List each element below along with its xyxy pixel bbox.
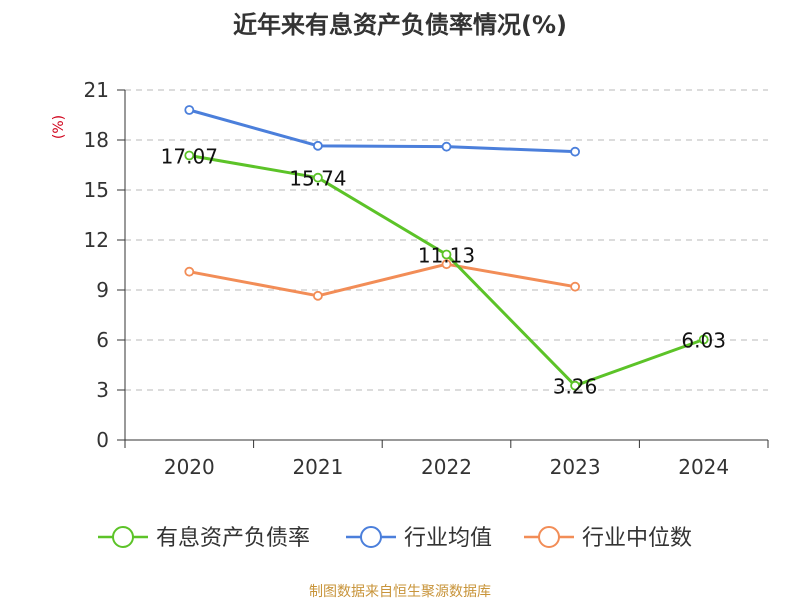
- series-line-2: [189, 262, 576, 298]
- data-point[interactable]: [441, 141, 452, 152]
- data-point[interactable]: [441, 259, 452, 270]
- y-tick-label: 12: [84, 228, 109, 252]
- y-tick-label: 9: [96, 278, 109, 302]
- x-tick-label: 2023: [550, 455, 601, 479]
- source-note: 制图数据来自恒生聚源数据库: [309, 584, 491, 600]
- legend-item-1[interactable]: 行业均值: [346, 526, 492, 551]
- legend-marker: [112, 526, 134, 548]
- series-group: [184, 105, 709, 391]
- data-point[interactable]: [698, 334, 709, 345]
- y-tick-label: 3: [96, 378, 109, 402]
- x-tick-label: 2024: [678, 455, 729, 479]
- data-label: 11.13: [418, 244, 475, 268]
- legend-item-0[interactable]: 有息资产负债率: [98, 526, 310, 551]
- data-point[interactable]: [312, 290, 323, 301]
- data-label: 15.74: [289, 167, 346, 191]
- y-tick-label: 21: [84, 78, 109, 102]
- data-point[interactable]: [312, 140, 323, 151]
- data-point[interactable]: [184, 266, 195, 277]
- chart-title: 近年来有息资产负债率情况(%): [233, 11, 567, 39]
- legend[interactable]: 有息资产负债率 行业均值 行业中位数: [98, 526, 692, 551]
- series-line-1: [188, 108, 576, 154]
- data-point[interactable]: [570, 281, 580, 292]
- data-label: 6.03: [681, 329, 726, 353]
- legend-label: 行业均值: [404, 526, 492, 551]
- legend-item-2[interactable]: 行业中位数: [524, 526, 692, 551]
- data-point[interactable]: [312, 172, 323, 183]
- legend-label: 行业中位数: [582, 526, 692, 551]
- x-tick-label: 2021: [292, 455, 343, 479]
- y-axis-unit-label: (%): [51, 115, 67, 139]
- grid-lines: [125, 89, 768, 391]
- y-tick-label: 18: [84, 128, 109, 152]
- legend-marker: [538, 526, 560, 548]
- data-labels: 17.07 15.74 11.13 3.26 6.03: [161, 145, 726, 399]
- data-point[interactable]: [184, 105, 195, 115]
- data-point[interactable]: [441, 249, 452, 260]
- legend-label: 有息资产负债率: [156, 526, 310, 551]
- legend-marker: [360, 526, 382, 548]
- data-label: 3.26: [553, 375, 598, 399]
- data-point[interactable]: [184, 150, 195, 161]
- y-tick-label: 6: [96, 328, 109, 352]
- data-point[interactable]: [570, 146, 580, 157]
- x-tick-label: 2022: [421, 455, 472, 479]
- y-tick-label: 15: [84, 178, 109, 202]
- data-label: 17.07: [161, 145, 218, 169]
- axes: 0 3 6 9 12 15 18 21 2020 2021 2022 2023 2024: [84, 78, 769, 479]
- y-tick-label: 0: [96, 428, 109, 452]
- x-tick-label: 2020: [164, 455, 215, 479]
- data-point[interactable]: [570, 380, 580, 391]
